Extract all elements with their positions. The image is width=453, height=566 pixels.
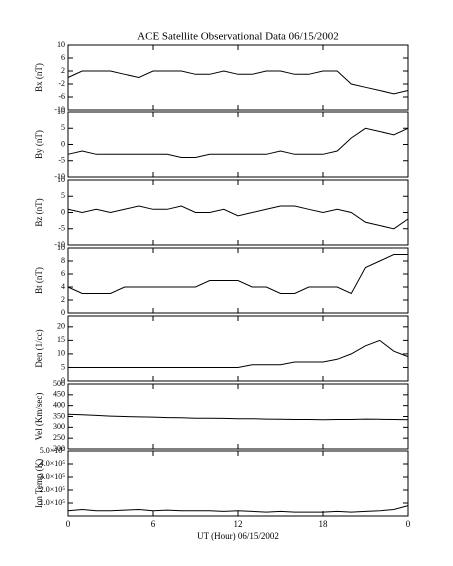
y-axis-label: Vel (Km/sec) [34, 393, 44, 441]
y-axis-label: Bx (nT) [34, 63, 44, 92]
y-axis-label: Bt (nT) [34, 267, 44, 294]
x-axis-label: UT (Hour) 06/15/2002 [197, 531, 279, 541]
data-line [67, 254, 408, 295]
y-tick-label: -10 [54, 105, 65, 114]
y-tick-label: 0 [61, 308, 65, 317]
y-tick-label: 5 [61, 362, 65, 371]
y-tick-label: 0 [61, 139, 65, 148]
y-tick-label: 400 [53, 400, 65, 409]
y-tick-label: 10 [57, 107, 65, 116]
y-tick-label: 6 [61, 269, 65, 278]
data-line [67, 127, 409, 158]
panel-frame [67, 179, 409, 246]
y-tick-label: 10 [57, 349, 65, 358]
y-tick-label: -6 [58, 92, 65, 101]
y-tick-label: 5 [61, 191, 65, 200]
y-tick-label: 4.0×10⁵ [40, 459, 66, 468]
y-tick-label: 200 [53, 444, 65, 453]
y-tick-label: 15 [57, 335, 65, 344]
x-tick-label: 0 [406, 519, 411, 529]
y-tick-label: -5 [58, 156, 65, 165]
y-axis-label: Bz (nT) [34, 198, 44, 226]
x-tick-label: 6 [151, 519, 156, 529]
y-tick-label: -2 [58, 79, 65, 88]
y-tick-label: 2 [61, 295, 65, 304]
panel-frame [67, 44, 409, 111]
data-line [68, 339, 409, 368]
panel-frame [67, 111, 409, 178]
panel-frame [67, 450, 409, 517]
y-tick-label: 5 [61, 123, 65, 132]
x-tick-label: 18 [319, 519, 329, 529]
y-tick-label: 250 [53, 433, 65, 442]
y-axis-label: By (nT) [34, 130, 44, 159]
y-tick-label: 300 [53, 422, 65, 431]
x-tick-label: 0 [66, 519, 71, 529]
y-tick-label: 4 [61, 282, 65, 291]
y-tick-label: 350 [53, 411, 65, 420]
data-line [67, 413, 409, 421]
y-tick-label: 0 [61, 207, 65, 216]
y-tick-label: 6 [61, 53, 65, 62]
chart-title: ACE Satellite Observational Data 06/15/2… [137, 31, 339, 43]
data-line [67, 505, 409, 513]
y-tick-label: 10 [57, 40, 65, 49]
y-tick-label: -5 [58, 224, 65, 233]
y-tick-label: 500 [53, 379, 65, 388]
y-tick-label: 450 [53, 390, 65, 399]
y-tick-label: -10 [54, 172, 65, 181]
y-tick-label: 2 [61, 66, 65, 75]
data-line [67, 70, 409, 95]
y-tick-label: -10 [54, 240, 65, 249]
y-axis-label: Den (1/cc) [34, 329, 44, 367]
y-tick-label: 10 [57, 243, 65, 252]
y-tick-label: 1.0×10⁵ [40, 498, 66, 507]
y-tick-label: 10 [57, 175, 65, 184]
y-tick-label: 0 [61, 376, 65, 385]
y-axis-label: Ion Temp (K) [34, 459, 44, 508]
x-tick-label: 12 [234, 519, 243, 529]
y-tick-label: 5.0×10⁵ [40, 446, 66, 455]
y-tick-label: 3.0×10⁵ [40, 472, 66, 481]
y-tick-label: 20 [57, 322, 65, 331]
data-line [67, 205, 409, 230]
y-tick-label: 2.0×10⁵ [40, 485, 66, 494]
y-tick-label: 8 [61, 256, 65, 265]
panel-frame [67, 315, 409, 382]
